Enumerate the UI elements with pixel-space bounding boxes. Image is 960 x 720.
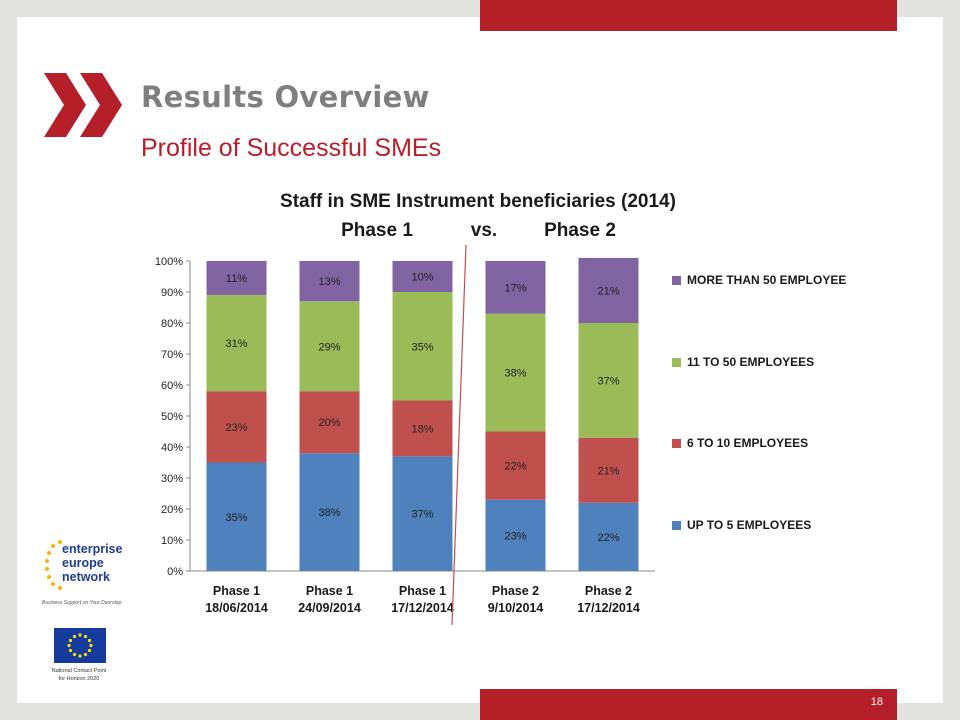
x-tick-label: Phase 1 <box>213 584 260 598</box>
data-label: 21% <box>597 465 619 477</box>
data-label: 31% <box>225 338 247 350</box>
y-tick-label: 10% <box>161 535 183 547</box>
star-ring-icon <box>45 540 62 590</box>
x-tick-label: Phase 1 <box>306 584 353 598</box>
bar-segment <box>485 431 546 500</box>
chart-title-vs: vs. <box>471 220 497 241</box>
data-label: 13% <box>318 276 340 288</box>
een-logo-line-2: europe <box>62 556 104 570</box>
slide <box>17 17 943 703</box>
x-tick-label: 17/12/2014 <box>391 601 454 615</box>
double-chevron-icon <box>44 73 122 137</box>
eu-caption: National Contact Point for Horizon 2020 <box>34 667 124 683</box>
data-label: 22% <box>597 532 619 544</box>
x-tick-label: Phase 2 <box>585 584 632 598</box>
y-tick-label: 90% <box>161 287 183 299</box>
bottom-accent-bar: 18 <box>480 689 897 720</box>
een-logo-line-3: network <box>62 570 110 584</box>
data-label: 21% <box>597 285 619 297</box>
data-label: 35% <box>411 341 433 353</box>
bar-segment <box>578 323 639 438</box>
y-tick-label: 60% <box>161 380 183 392</box>
legend-label: 11 TO 50 EMPLOYEES <box>687 355 814 369</box>
bar-segment <box>206 391 267 463</box>
phase-divider-line <box>451 244 467 626</box>
data-label: 22% <box>504 461 526 473</box>
page-number: 18 <box>870 696 883 708</box>
y-tick-label: 0% <box>167 566 183 578</box>
bar-segment <box>392 292 453 401</box>
y-tick-label: 40% <box>161 442 183 454</box>
chart-title-phase2: Phase 2 <box>544 220 616 241</box>
data-label: 23% <box>225 422 247 434</box>
chart-title-line1: Staff in SME Instrument beneficiaries (2… <box>280 191 676 212</box>
enterprise-europe-network-logo: enterprise europe network Business Suppo… <box>40 533 130 608</box>
bar-segment <box>299 391 360 454</box>
data-label: 38% <box>504 368 526 380</box>
bar-segment <box>578 437 639 503</box>
chart-title-phase1: Phase 1 <box>341 220 413 241</box>
eu-flag-logo <box>54 628 106 663</box>
bar-segment <box>578 257 639 323</box>
y-tick-label: 30% <box>161 473 183 485</box>
bar-segment <box>392 261 453 292</box>
bar-segment <box>578 502 639 571</box>
bar-segment <box>299 453 360 571</box>
bar-segment <box>485 261 546 314</box>
legend-swatch <box>672 358 681 367</box>
y-tick-label: 50% <box>161 411 183 423</box>
data-label: 20% <box>318 417 340 429</box>
legend-swatch <box>672 521 681 530</box>
x-tick-label: 18/06/2014 <box>205 601 268 615</box>
y-tick-label: 80% <box>161 318 183 330</box>
data-label: 29% <box>318 341 340 353</box>
data-label: 37% <box>411 509 433 521</box>
bar-segment <box>206 261 267 296</box>
eu-stars-icon <box>67 633 93 658</box>
stacked-bar-chart: Staff in SME Instrument beneficiaries (2… <box>155 191 846 626</box>
data-label: 17% <box>504 282 526 294</box>
bar-segment <box>485 313 546 432</box>
slide-subtitle: Profile of Successful SMEs <box>141 134 442 162</box>
data-label: 35% <box>225 512 247 524</box>
een-logo-line-1: enterprise <box>62 542 123 556</box>
legend-label: MORE THAN 50 EMPLOYEE <box>687 273 846 287</box>
x-tick-label: 9/10/2014 <box>488 601 544 615</box>
legend-swatch <box>672 439 681 448</box>
eu-caption-line-1: National Contact Point <box>51 668 107 674</box>
x-tick-label: Phase 2 <box>492 584 539 598</box>
x-tick-label: Phase 1 <box>399 584 446 598</box>
y-tick-label: 70% <box>161 349 183 361</box>
bar-segment <box>392 400 453 457</box>
bar-segment <box>299 301 360 392</box>
x-tick-label: 24/09/2014 <box>298 601 361 615</box>
bar-segment <box>485 499 546 571</box>
eu-caption-line-2: for Horizon 2020 <box>58 676 100 682</box>
data-label: 23% <box>504 530 526 542</box>
legend-label: UP TO 5 EMPLOYEES <box>687 518 811 532</box>
y-tick-label: 20% <box>161 504 183 516</box>
data-label: 11% <box>226 273 247 285</box>
legend-label: 6 TO 10 EMPLOYEES <box>687 436 808 450</box>
data-label: 38% <box>318 507 340 519</box>
data-label: 18% <box>411 423 433 435</box>
bar-segment <box>206 295 267 392</box>
een-tagline: Business Support on Your Doorstep <box>42 600 122 606</box>
legend-swatch <box>672 276 681 285</box>
bar-segment <box>299 261 360 302</box>
y-tick-label: 100% <box>155 256 183 268</box>
data-label: 10% <box>411 272 433 284</box>
bar-segment <box>392 456 453 571</box>
slide-title: Results Overview <box>141 80 430 114</box>
bar-segment <box>206 462 267 571</box>
data-label: 37% <box>597 375 619 387</box>
x-tick-label: 17/12/2014 <box>577 601 640 615</box>
top-accent-bar <box>480 0 897 31</box>
